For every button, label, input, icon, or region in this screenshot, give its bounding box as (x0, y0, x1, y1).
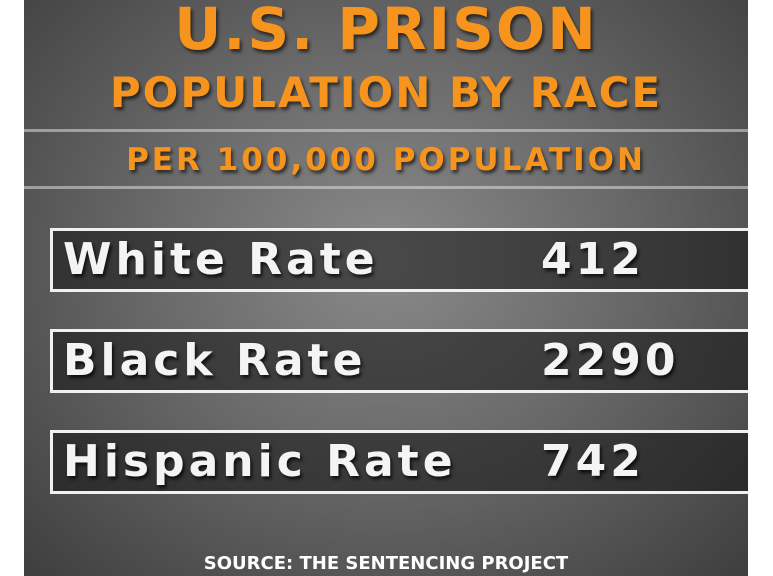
row-value: 742 (541, 436, 645, 487)
divider (24, 186, 748, 189)
row-label: White Rate (63, 234, 379, 285)
row: Black Rate 2290 (50, 329, 748, 393)
row-label: Black Rate (63, 335, 367, 386)
note: PER 100,000 POPULATION (126, 142, 646, 178)
title: U.S. PRISON (174, 0, 598, 63)
row-value: 412 (541, 234, 645, 285)
subtitle: POPULATION BY RACE (109, 68, 663, 117)
source: SOURCE: THE SENTENCING PROJECT (203, 553, 569, 574)
infographic: U.S. PRISON POPULATION BY RACE PER 100,0… (24, 0, 748, 576)
row: White Rate 412 (50, 228, 748, 292)
row: Hispanic Rate 742 (50, 430, 748, 494)
divider (24, 129, 748, 132)
row-label: Hispanic Rate (63, 436, 457, 487)
row-value: 2290 (541, 335, 680, 386)
